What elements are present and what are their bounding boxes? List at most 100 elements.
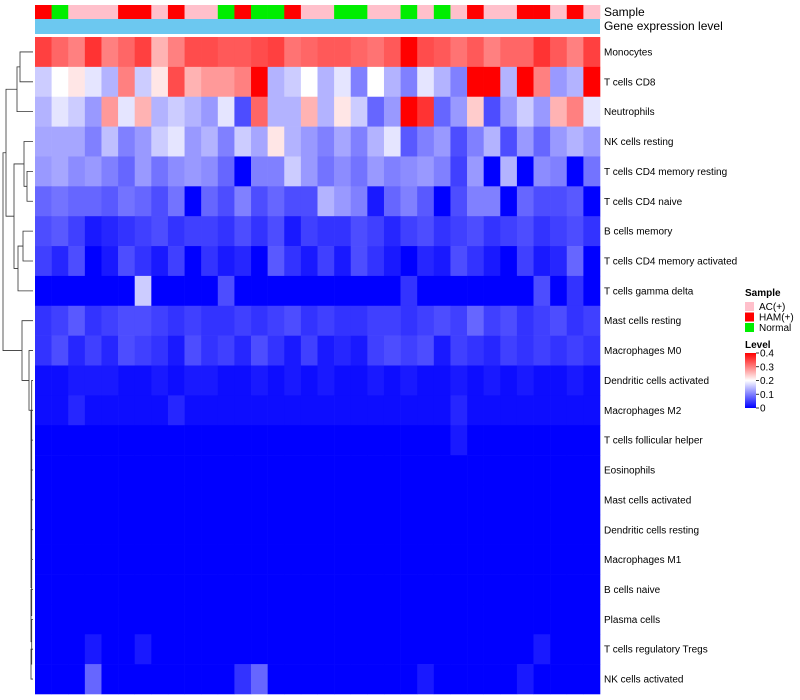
heatmap-cell (533, 425, 551, 456)
heatmap-cell (184, 455, 202, 486)
heatmap-cell (35, 395, 52, 426)
heatmap-cell (417, 66, 435, 98)
heatmap-cell (251, 335, 268, 366)
heatmap-cell (350, 514, 368, 545)
sample-annotation-cell (300, 5, 318, 19)
heatmap-cell (417, 574, 435, 605)
heatmap-cell (483, 335, 501, 366)
heatmap-cell (35, 246, 52, 277)
heatmap-cell (35, 604, 52, 635)
heatmap-cell (267, 395, 285, 426)
heatmap-cell (383, 425, 401, 456)
heatmap-cell (201, 156, 219, 187)
heatmap-cell (317, 275, 335, 307)
heatmap-cell (101, 365, 119, 396)
sample-annotation-cell (417, 5, 435, 19)
heatmap-cell (417, 544, 435, 575)
heatmap-cell (433, 186, 451, 217)
heatmap-cell (234, 246, 252, 277)
heatmap-cell (350, 37, 368, 68)
heatmap-cell (317, 425, 335, 456)
dendrogram-branch (19, 51, 33, 83)
level-tick-label: 0 (760, 404, 766, 415)
heatmap-cell (334, 574, 352, 605)
heatmap-cell (217, 216, 235, 247)
heatmap-cell (483, 484, 501, 516)
heatmap-cell (68, 425, 86, 456)
heatmap-cell (51, 544, 69, 575)
gene-expression-annotation-label: Gene expression level (604, 19, 723, 33)
heatmap-cell (201, 544, 219, 575)
heatmap-cell (483, 395, 501, 426)
heatmap-cell (251, 66, 268, 98)
heatmap-cell (234, 37, 252, 68)
heatmap-cell (35, 186, 52, 217)
heatmap-cell (350, 335, 368, 366)
heatmap-cell (51, 425, 69, 456)
heatmap-cell (251, 634, 268, 665)
heatmap-cell (267, 335, 285, 366)
heatmap-cell (450, 305, 468, 336)
heatmap-cell (566, 335, 584, 366)
heatmap-cell (118, 574, 136, 605)
heatmap-cell (300, 484, 318, 516)
heatmap-cell (583, 96, 601, 127)
sample-annotation-cell (184, 5, 202, 19)
heatmap-cell (234, 514, 252, 545)
heatmap-cell (400, 305, 418, 336)
heatmap-cell (550, 305, 568, 336)
heatmap-cell (151, 395, 169, 426)
heatmap-cell (251, 156, 268, 187)
sample-annotation-cell (134, 5, 152, 19)
heatmap-cell (334, 96, 352, 127)
heatmap-cell (533, 574, 551, 605)
sample-annotation-cell (167, 5, 185, 19)
heatmap-cell (433, 544, 451, 575)
heatmap-cell (533, 455, 551, 486)
heatmap-cell (201, 455, 219, 486)
heatmap-cell (467, 66, 484, 98)
heatmap-cell (151, 66, 169, 98)
heatmap-cell (234, 66, 252, 98)
heatmap-cell (350, 246, 368, 277)
heatmap-cell (500, 216, 518, 247)
heatmap-cell (300, 574, 318, 605)
heatmap-cell (267, 156, 285, 187)
heatmap-cell (134, 37, 152, 68)
heatmap-cell (201, 484, 219, 516)
heatmap-cell (217, 634, 235, 665)
heatmap-cell (550, 514, 568, 545)
heatmap-cell (151, 574, 169, 605)
heatmap-cell (533, 126, 551, 157)
heatmap-cell (317, 246, 335, 277)
heatmap-cell (467, 514, 484, 545)
heatmap-cell (101, 96, 119, 127)
heatmap-cell (450, 126, 468, 157)
heatmap-cell (500, 305, 518, 336)
heatmap-cell (267, 484, 285, 516)
heatmap-cell (433, 66, 451, 98)
sample-annotation-cell (350, 5, 368, 19)
heatmap-cell (84, 395, 102, 426)
heatmap-cell (566, 365, 584, 396)
heatmap-cell (300, 365, 318, 396)
sample-annotation-cell (483, 5, 501, 19)
heatmap-cell (583, 216, 601, 247)
row-label: Macrophages M2 (604, 406, 682, 417)
heatmap-cell (84, 365, 102, 396)
heatmap-cell (201, 216, 219, 247)
heatmap-cell (284, 514, 302, 545)
heatmap-cell (234, 664, 252, 695)
heatmap-cell (467, 604, 484, 635)
heatmap-cell (234, 216, 252, 247)
heatmap-cell (267, 275, 285, 307)
heatmap-cell (134, 246, 152, 277)
heatmap-cell (217, 604, 235, 635)
heatmap-cell (284, 604, 302, 635)
heatmap-cell (500, 66, 518, 98)
heatmap-cell (284, 66, 302, 98)
heatmap-cell (450, 186, 468, 217)
heatmap-cell (500, 514, 518, 545)
heatmap-cell (284, 634, 302, 665)
